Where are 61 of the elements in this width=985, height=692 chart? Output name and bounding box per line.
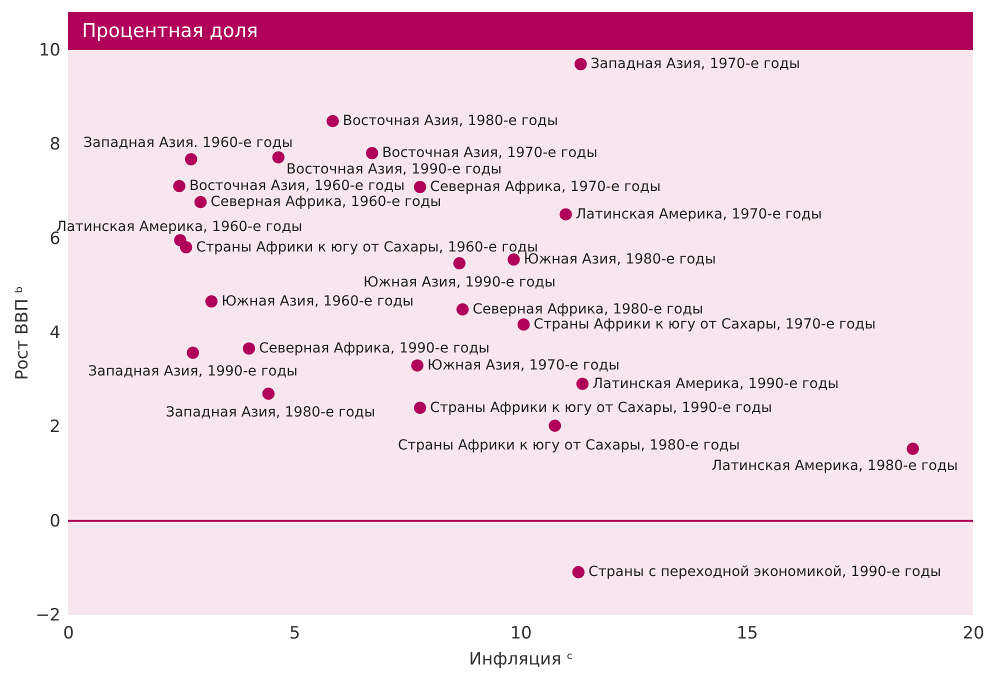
point	[453, 257, 466, 270]
point	[326, 114, 339, 128]
point	[411, 359, 424, 372]
point	[366, 147, 378, 160]
annotation: Страны с переходной экономикой, 1990-е годы	[588, 564, 942, 580]
x-tick-label: 0	[63, 624, 74, 644]
point	[548, 420, 562, 432]
y-axis-title: Рост ВВП ᵇ	[12, 286, 32, 380]
annotation: Северная Африка, 1960-е годы	[210, 194, 442, 210]
annotation: Северная Африка, 1970-е годы	[430, 179, 661, 196]
annotation: Южная Азия, 1960-е годы	[221, 293, 414, 310]
annotation: Западная Азия. 1960-е годы	[83, 135, 293, 152]
annotation: Восточная Азия, 1960-е годы	[189, 178, 405, 194]
annotation: Восточная Азия, 1990-е годы	[286, 161, 502, 178]
point	[186, 346, 200, 359]
point	[560, 208, 572, 220]
point	[414, 402, 426, 414]
x-axis-title: Инфляция ᶜ	[468, 650, 574, 670]
chart-title: Процентная доля	[68, 12, 973, 50]
y-tick-label: 0	[50, 511, 60, 532]
annotation: Страны Африки к югу от Сахары, 1970-е годы	[534, 316, 876, 332]
y-tick-label: 4	[50, 323, 60, 343]
annotation: Южная Азия, 1980-е годы	[524, 252, 716, 268]
annotation: Северная Африка, 1980-е годы	[472, 301, 704, 318]
annotation: Восточная Азия, 1970-е годы	[382, 145, 598, 162]
point	[242, 342, 256, 355]
point	[184, 153, 198, 166]
point	[205, 295, 218, 308]
y-tick-label: 8	[50, 134, 60, 155]
point	[194, 196, 207, 208]
annotation: Южная Азия, 1970-е годы	[427, 357, 620, 374]
annotation: Западная Азия, 1970-е годы	[590, 56, 800, 72]
annotation: Страны Африки к югу от Сахары, 1990-е годы	[430, 400, 772, 416]
x-tick-label: 20	[962, 624, 984, 644]
annotation: Западная Азия, 1980-е годы	[166, 404, 376, 421]
annotation: Латинская Америка, 1970-е годы	[576, 206, 822, 222]
annotation: Латинская Америка, 1980-е годы	[712, 458, 958, 474]
point	[906, 442, 919, 455]
point	[518, 318, 530, 331]
point	[574, 58, 587, 70]
annotation: Западная Азия, 1990-е годы	[88, 364, 298, 380]
point	[180, 241, 192, 254]
x-tick-label: 5	[289, 624, 300, 644]
point	[456, 303, 469, 316]
y-tick-label: −2	[35, 606, 60, 626]
annotation: Восточная Азия, 1980-е годы	[342, 113, 558, 130]
y-tick-label: 10	[38, 40, 60, 60]
y-tick-label: 2	[50, 417, 60, 438]
point	[572, 566, 585, 578]
point	[272, 151, 285, 164]
point	[262, 388, 275, 400]
point	[576, 378, 589, 390]
point	[173, 180, 186, 192]
x-tick-label: 15	[736, 624, 758, 644]
point	[414, 180, 426, 194]
annotation: Южная Азия, 1990-е годы	[363, 274, 556, 290]
annotation: Страны Африки к югу от Сахары, 1980-е годы	[398, 438, 740, 454]
point	[508, 253, 520, 266]
annotation: Северная Африка, 1990-е годы	[259, 340, 490, 357]
annotation: Латинская Америка, 1990-е годы	[592, 376, 839, 392]
x-tick-label: 10	[510, 624, 532, 644]
